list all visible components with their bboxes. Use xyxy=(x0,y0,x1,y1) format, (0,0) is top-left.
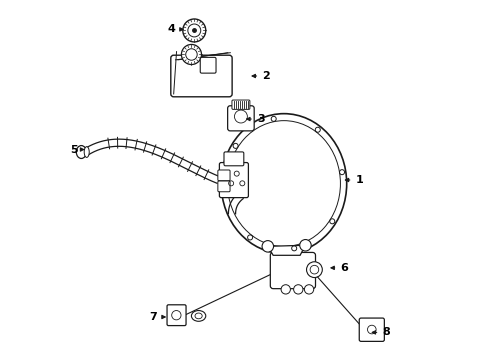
Circle shape xyxy=(281,285,290,294)
Circle shape xyxy=(183,19,205,42)
FancyBboxPatch shape xyxy=(218,170,229,181)
FancyBboxPatch shape xyxy=(167,305,185,325)
Text: 1: 1 xyxy=(345,175,363,185)
FancyBboxPatch shape xyxy=(200,57,216,73)
FancyBboxPatch shape xyxy=(231,100,249,109)
Ellipse shape xyxy=(84,147,89,157)
Circle shape xyxy=(187,24,201,37)
Text: 4: 4 xyxy=(167,24,183,35)
Ellipse shape xyxy=(76,145,86,158)
Text: 3: 3 xyxy=(246,114,264,124)
Polygon shape xyxy=(267,245,305,255)
Text: 7: 7 xyxy=(149,312,165,322)
Circle shape xyxy=(299,239,310,251)
Ellipse shape xyxy=(221,114,346,253)
FancyBboxPatch shape xyxy=(219,163,248,198)
Ellipse shape xyxy=(191,311,205,321)
Circle shape xyxy=(262,240,273,252)
FancyBboxPatch shape xyxy=(227,106,254,131)
Circle shape xyxy=(306,262,322,278)
Circle shape xyxy=(304,285,313,294)
Circle shape xyxy=(293,285,303,294)
FancyBboxPatch shape xyxy=(270,252,315,289)
FancyBboxPatch shape xyxy=(359,318,384,341)
Circle shape xyxy=(181,44,201,64)
FancyBboxPatch shape xyxy=(224,152,244,166)
FancyBboxPatch shape xyxy=(170,55,232,97)
FancyBboxPatch shape xyxy=(218,181,229,192)
Text: 8: 8 xyxy=(371,327,389,337)
Text: 2: 2 xyxy=(252,71,269,81)
Text: 5: 5 xyxy=(70,144,84,154)
Text: 6: 6 xyxy=(330,263,347,273)
